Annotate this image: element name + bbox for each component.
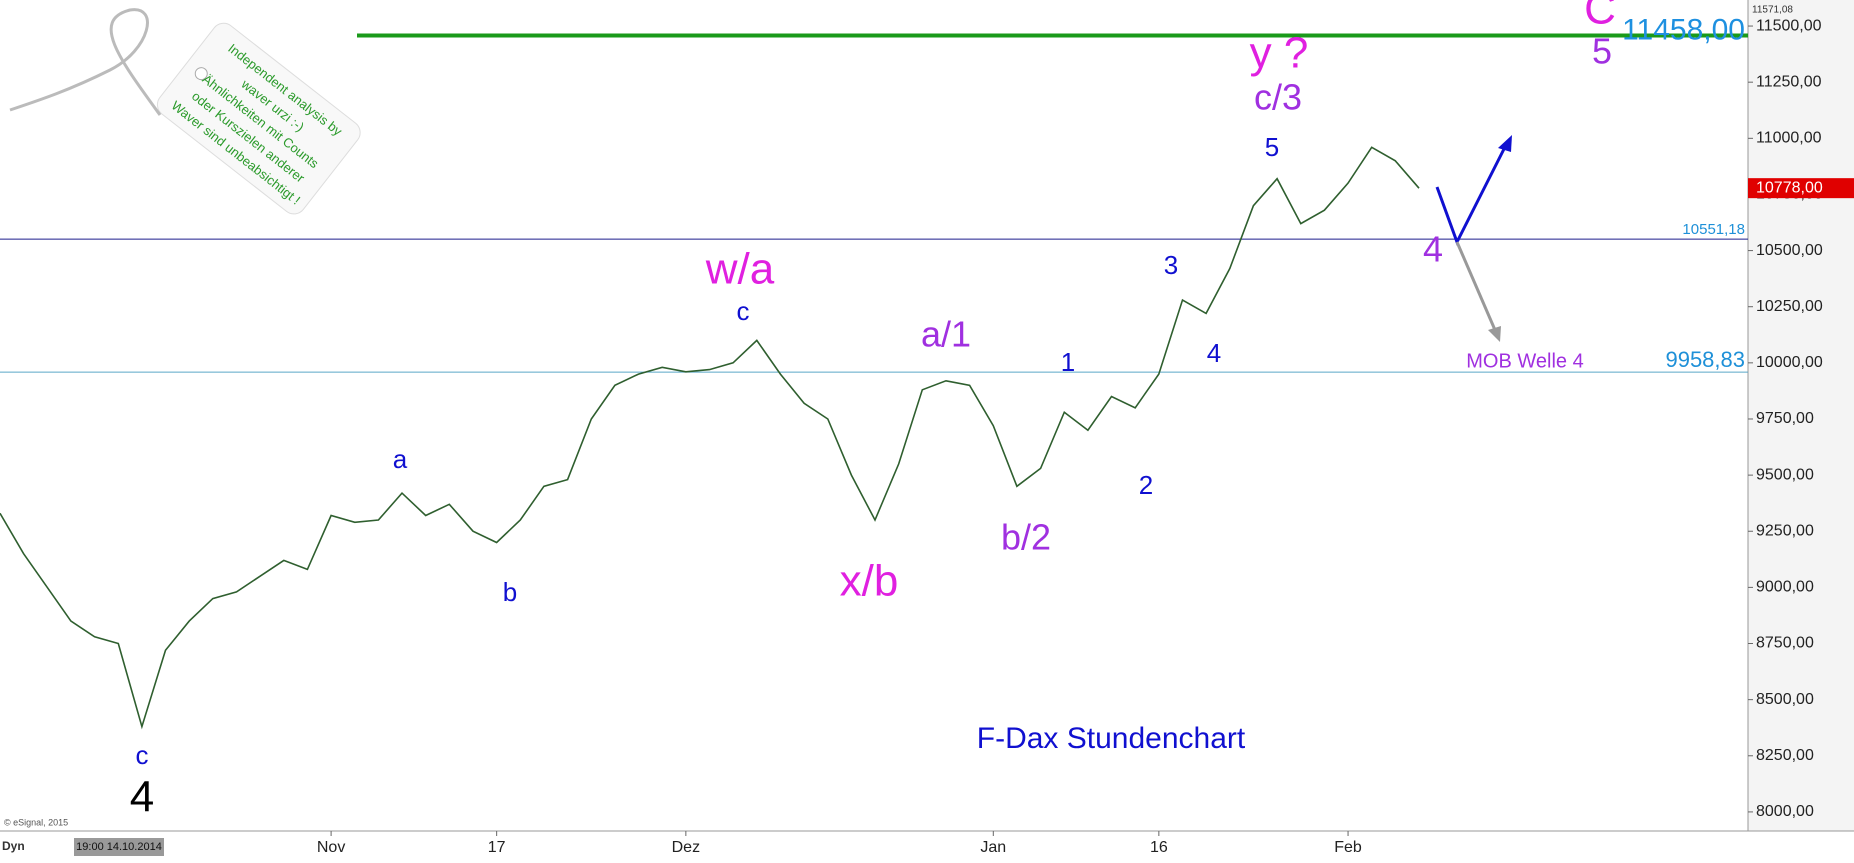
x-tick-label: Feb	[1334, 839, 1362, 856]
last-price-box	[1748, 178, 1854, 199]
price-line	[0, 146, 1420, 730]
y-tick-label: 9750,00	[1756, 410, 1814, 427]
wave-label: 1	[1061, 347, 1075, 377]
date-box	[74, 838, 164, 856]
y-tick-label: 11500,00	[1756, 17, 1822, 34]
last-price: 10778,00	[1756, 179, 1823, 196]
y-tick-label: 9250,00	[1756, 522, 1814, 539]
y-tick-label: 8750,00	[1756, 635, 1814, 652]
arrow-head	[1498, 135, 1512, 152]
x-tick-label: 16	[1150, 839, 1168, 856]
y-tick-label: 8500,00	[1756, 691, 1814, 708]
level-label: 11458,00	[1622, 13, 1745, 46]
level-label: 10551,18	[1682, 221, 1745, 238]
wave-label: 5	[1592, 31, 1612, 72]
y-tick-label: 11250,00	[1756, 73, 1822, 90]
arrow	[1455, 241, 1497, 331]
y-tick-label: 11000,00	[1756, 130, 1822, 147]
wave-label: y ?	[1250, 29, 1309, 78]
dyn-label: Dyn	[2, 839, 25, 853]
wave-label: c	[737, 296, 750, 326]
chart-title: F-Dax Stundenchart	[977, 722, 1246, 755]
start-date: 19:00 14.10.2014	[76, 841, 162, 853]
x-tick-label: 17	[488, 839, 506, 856]
wave-label: c/3	[1254, 77, 1302, 118]
wave-label: w/a	[705, 245, 775, 294]
wave-label: 4	[1423, 229, 1443, 270]
y-axis-panel	[1748, 0, 1854, 831]
arrow-head	[1488, 326, 1501, 342]
wave-label: x/b	[840, 557, 899, 606]
y-tick-label: 10000,00	[1756, 354, 1823, 371]
wave-label: 5	[1265, 132, 1279, 162]
wave-label: c	[136, 740, 149, 770]
y-tick-label: 9500,00	[1756, 466, 1814, 483]
wave-label: 2	[1139, 470, 1153, 500]
top-label: 11571,08	[1752, 5, 1793, 16]
credit: © eSignal, 2015	[4, 817, 68, 827]
level-label: 9958,83	[1665, 347, 1745, 372]
x-tick-label: Dez	[672, 839, 700, 856]
y-tick-label: 8250,00	[1756, 747, 1814, 764]
wave-label: b	[503, 577, 517, 607]
wave-label: C	[1584, 0, 1616, 34]
annotation: MOB Welle 4	[1466, 350, 1583, 372]
wave-label: 4	[130, 773, 154, 822]
wave-label: a	[393, 444, 408, 474]
x-tick-label: Nov	[317, 839, 345, 856]
y-tick-label: 10250,00	[1756, 298, 1823, 315]
wave-label: 3	[1164, 250, 1178, 280]
y-tick-label: 9000,00	[1756, 579, 1814, 596]
tag-hole	[194, 67, 208, 81]
x-tick-label: Jan	[980, 839, 1006, 856]
y-tick-label: 8000,00	[1756, 803, 1814, 820]
tag-string	[9, 8, 162, 116]
y-tick-label: 10500,00	[1756, 242, 1823, 259]
tag-card	[156, 22, 361, 215]
wave-label: 4	[1207, 338, 1221, 368]
wave-label: a/1	[921, 314, 971, 355]
wave-label: b/2	[1001, 517, 1051, 558]
